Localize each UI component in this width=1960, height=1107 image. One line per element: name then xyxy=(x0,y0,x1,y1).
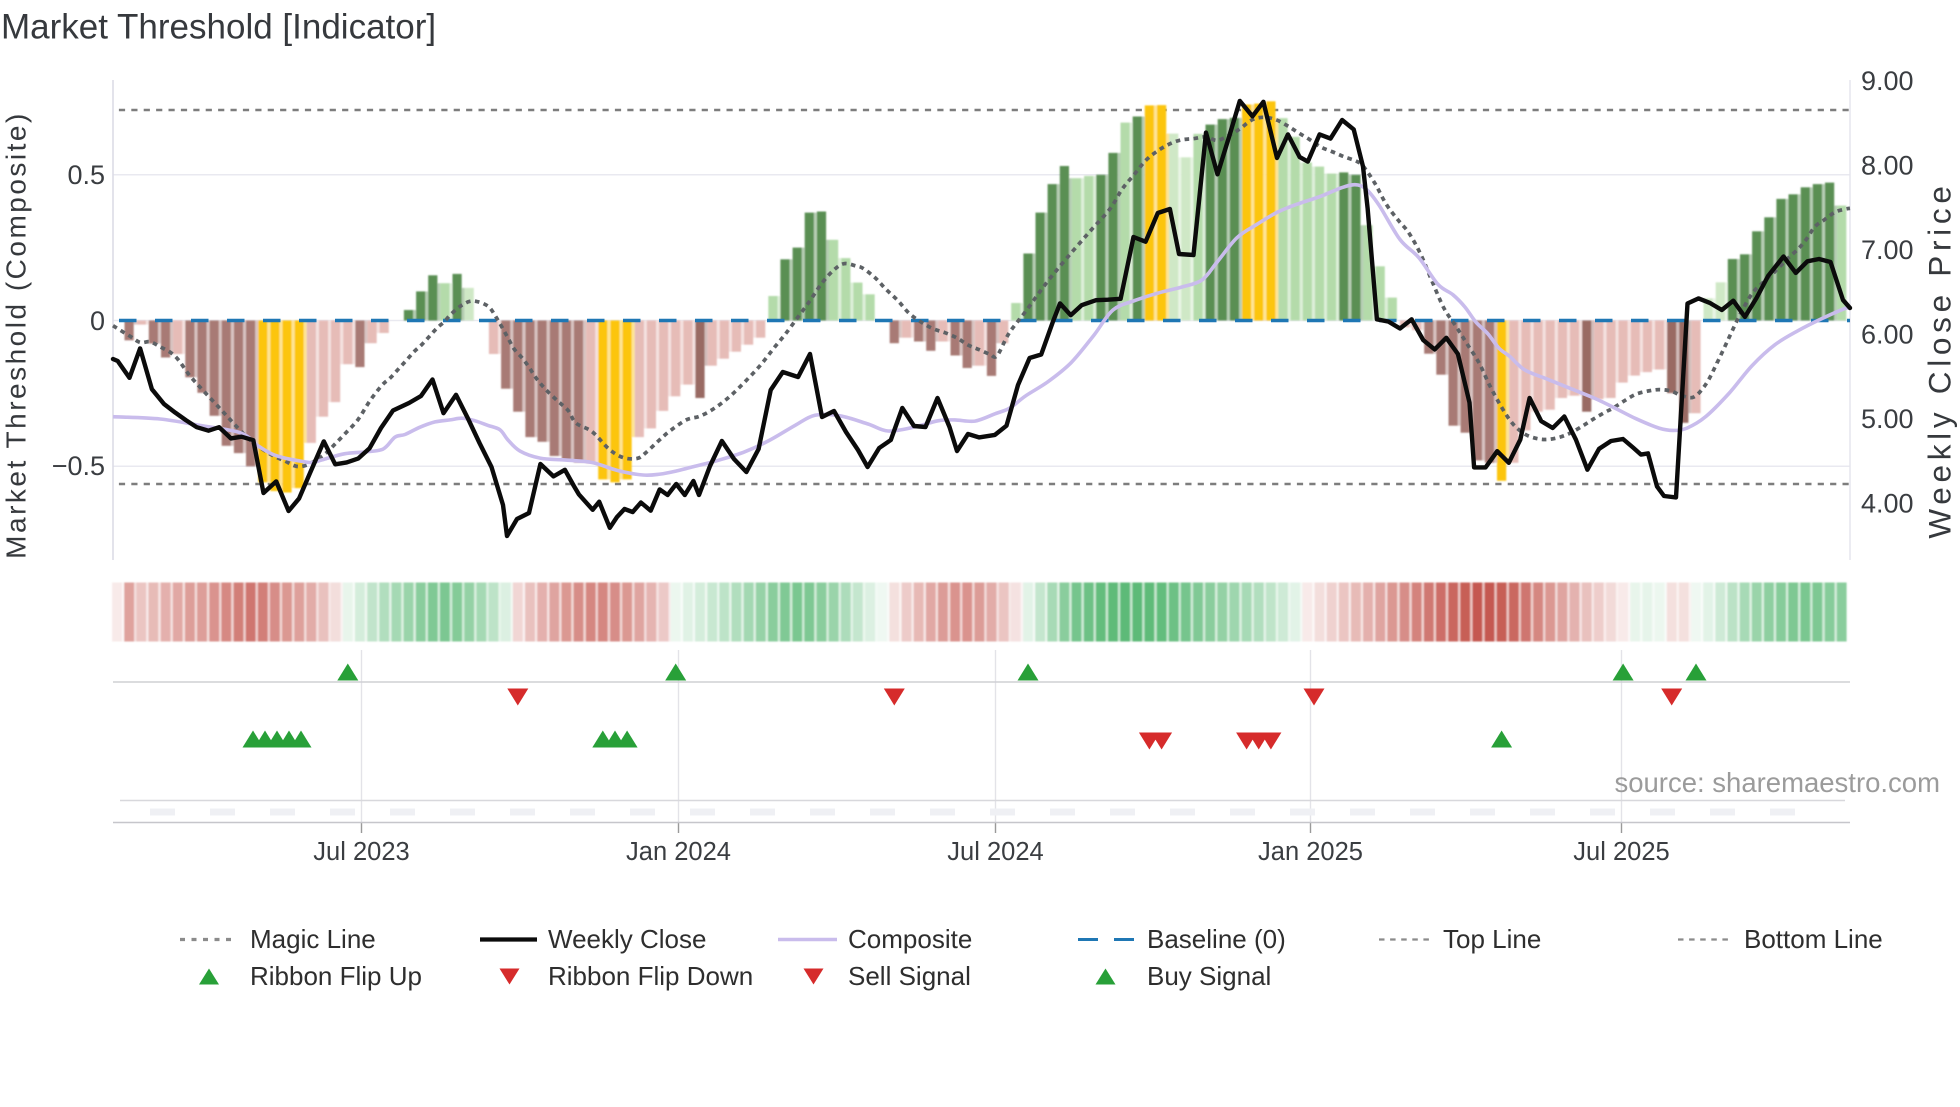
svg-text:Ribbon Flip Down: Ribbon Flip Down xyxy=(548,961,753,991)
svg-text:Sell Signal: Sell Signal xyxy=(848,961,971,991)
svg-text:5.00: 5.00 xyxy=(1861,404,1914,434)
svg-text:Composite: Composite xyxy=(848,924,972,954)
svg-text:Jan 2024: Jan 2024 xyxy=(626,838,731,866)
svg-text:7.00: 7.00 xyxy=(1861,235,1914,265)
svg-text:6.00: 6.00 xyxy=(1861,320,1914,350)
svg-text:Top Line: Top Line xyxy=(1443,924,1541,954)
svg-text:Weekly Close: Weekly Close xyxy=(548,924,706,954)
svg-text:0.5: 0.5 xyxy=(67,160,105,190)
svg-text:Buy Signal: Buy Signal xyxy=(1147,961,1271,991)
svg-text:Ribbon Flip Up: Ribbon Flip Up xyxy=(250,961,422,991)
svg-text:source: sharemaestro.com: source: sharemaestro.com xyxy=(1614,767,1940,798)
svg-text:0: 0 xyxy=(90,306,105,336)
svg-text:Jul 2025: Jul 2025 xyxy=(1573,838,1669,866)
svg-text:Jul 2023: Jul 2023 xyxy=(313,838,409,866)
svg-text:8.00: 8.00 xyxy=(1861,151,1914,181)
svg-text:Baseline (0): Baseline (0) xyxy=(1147,924,1286,954)
svg-text:Market Threshold [Indicator]: Market Threshold [Indicator] xyxy=(1,8,436,47)
svg-text:4.00: 4.00 xyxy=(1861,489,1914,519)
svg-text:Magic Line: Magic Line xyxy=(250,924,376,954)
svg-text:Weekly Close Price: Weekly Close Price xyxy=(1922,181,1958,538)
svg-text:Jan 2025: Jan 2025 xyxy=(1258,838,1363,866)
svg-text:Bottom Line: Bottom Line xyxy=(1744,924,1883,954)
svg-text:9.00: 9.00 xyxy=(1861,66,1914,96)
svg-text:Market Threshold (Composite): Market Threshold (Composite) xyxy=(1,111,32,559)
svg-text:−0.5: −0.5 xyxy=(52,451,105,481)
svg-text:Jul 2024: Jul 2024 xyxy=(947,838,1043,866)
